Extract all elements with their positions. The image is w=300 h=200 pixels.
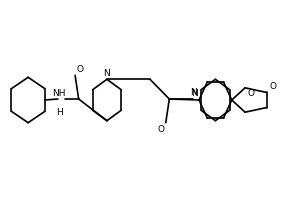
Text: O: O: [248, 89, 254, 98]
Text: O: O: [157, 125, 164, 134]
Text: N: N: [191, 89, 198, 98]
Text: O: O: [76, 65, 84, 74]
Text: N: N: [103, 69, 110, 78]
Text: N: N: [190, 88, 196, 97]
Text: H: H: [57, 108, 63, 117]
Text: NH: NH: [52, 89, 66, 98]
Text: O: O: [269, 82, 276, 91]
